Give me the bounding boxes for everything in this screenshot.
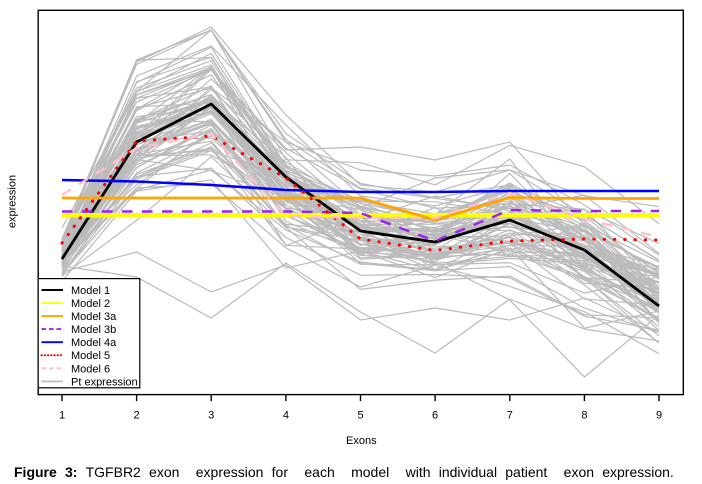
svg-text:4: 4 xyxy=(283,410,289,422)
svg-text:9: 9 xyxy=(656,410,662,422)
svg-text:Pt expression: Pt expression xyxy=(71,376,138,388)
svg-text:Model 4a: Model 4a xyxy=(71,337,117,349)
svg-text:5: 5 xyxy=(357,410,363,422)
svg-text:7: 7 xyxy=(507,410,513,422)
svg-text:Model 6: Model 6 xyxy=(71,363,110,375)
svg-text:1: 1 xyxy=(59,410,65,422)
svg-text:Model 2: Model 2 xyxy=(71,298,110,310)
svg-text:Model 1: Model 1 xyxy=(71,285,110,297)
svg-text:Exons: Exons xyxy=(346,435,377,447)
svg-text:3: 3 xyxy=(208,410,214,422)
svg-text:8: 8 xyxy=(581,410,587,422)
svg-text:Figure 3: TGFBR2 exon express: Figure 3: TGFBR2 exon expression for eac… xyxy=(14,464,674,480)
svg-text:Model 5: Model 5 xyxy=(71,350,110,362)
svg-text:expression: expression xyxy=(7,175,19,228)
svg-text:Model 3b: Model 3b xyxy=(71,324,116,336)
svg-text:2: 2 xyxy=(134,410,140,422)
svg-text:Model 3a: Model 3a xyxy=(71,311,117,323)
svg-text:6: 6 xyxy=(432,410,438,422)
